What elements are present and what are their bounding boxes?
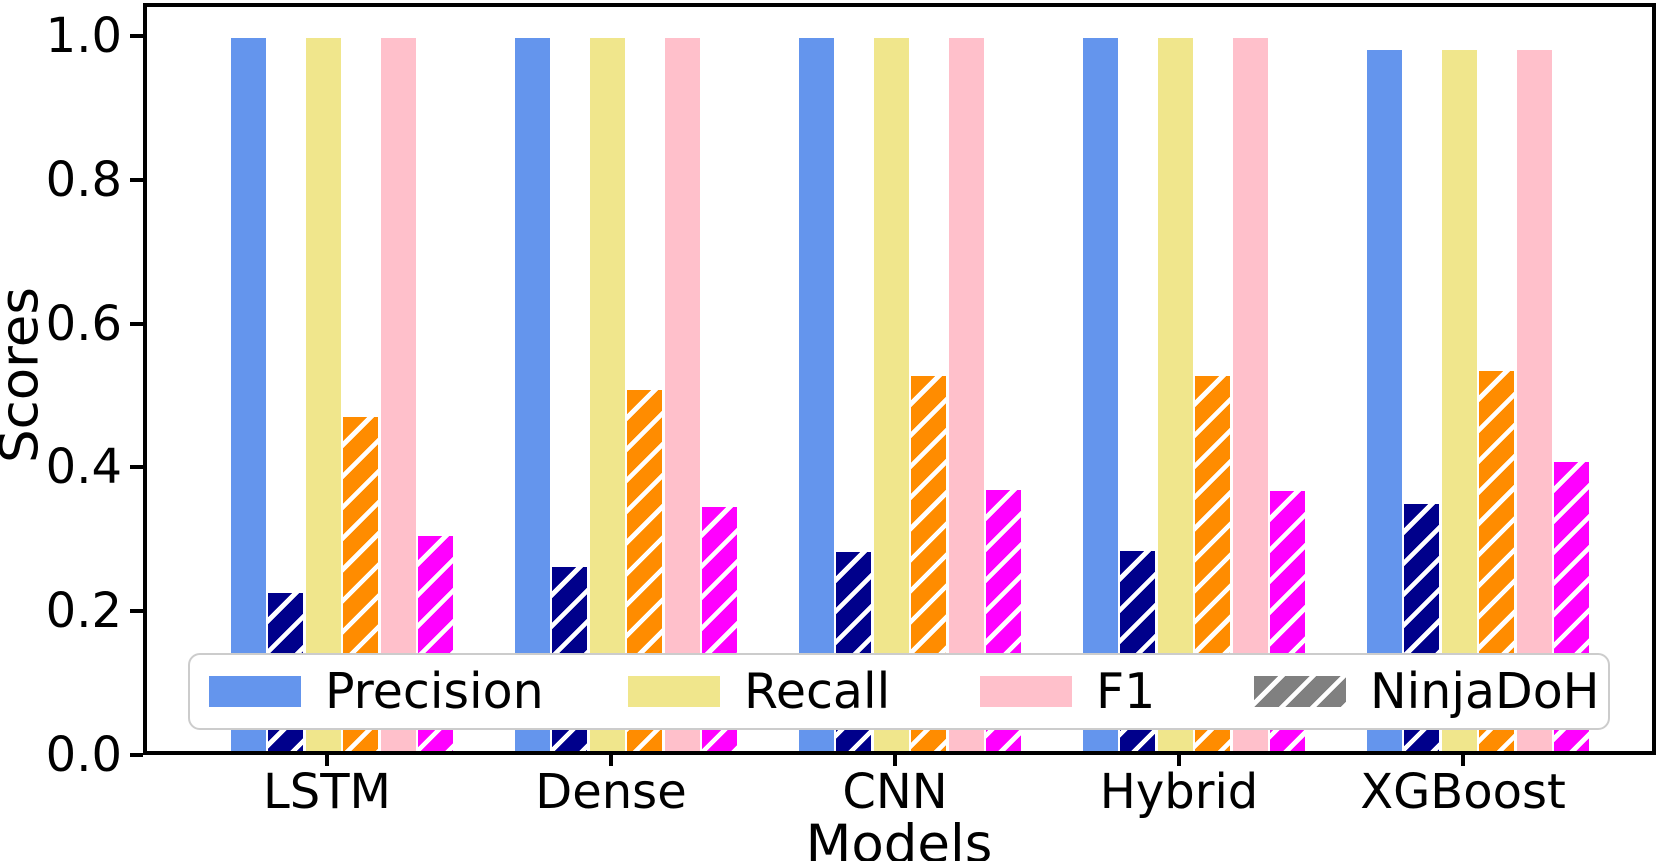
- y-tick-mark: [130, 465, 143, 470]
- x-axis-label: Models: [805, 814, 993, 861]
- legend-swatch-precision: [209, 676, 301, 707]
- bar-recall-dense: [589, 38, 625, 755]
- y-tick-label: 0.2: [45, 583, 122, 640]
- legend-label-ninjadoh: NinjaDoH: [1370, 663, 1600, 720]
- bar-recall-xgboost: [1441, 50, 1477, 755]
- bar-recall-lstm: [305, 38, 341, 755]
- x-tick-mark: [609, 755, 613, 766]
- legend-swatch-ninjadoh: [1254, 676, 1346, 707]
- y-tick-label: 0.0: [45, 727, 122, 783]
- bar-f1-dense: [664, 38, 700, 755]
- bar-f1-hybrid: [1232, 38, 1268, 755]
- bar-f1-xgboost: [1516, 50, 1552, 755]
- legend-swatch-f1: [980, 676, 1072, 707]
- y-tick-label: 0.8: [45, 151, 122, 208]
- bar-precision-lstm: [230, 38, 266, 755]
- y-tick-label: 1.0: [45, 8, 122, 64]
- legend-item-f1: F1: [980, 655, 1155, 728]
- bar-recall-hybrid: [1157, 38, 1193, 755]
- y-tick-mark: [130, 321, 143, 326]
- bar-f1-cnn: [948, 38, 984, 755]
- legend-label-f1: F1: [1096, 663, 1156, 720]
- bar-f1-lstm: [380, 38, 416, 755]
- y-tick-label: 0.6: [45, 295, 122, 352]
- x-tick-label-xgboost: XGBoost: [1360, 764, 1566, 820]
- y-tick-mark: [130, 753, 143, 757]
- bar-precision-xgboost: [1366, 50, 1402, 755]
- legend-swatch-recall: [628, 676, 720, 707]
- legend-item-precision: Precision: [209, 655, 544, 728]
- x-tick-label-lstm: LSTM: [263, 764, 391, 820]
- bar-precision-hybrid: [1082, 38, 1118, 755]
- bar-recall-cnn: [873, 38, 909, 755]
- y-tick-label: 0.4: [45, 439, 122, 496]
- y-tick-mark: [130, 34, 143, 38]
- legend-item-ninjadoh: NinjaDoH: [1254, 655, 1600, 728]
- x-tick-mark: [1461, 755, 1465, 766]
- x-tick-mark: [1177, 755, 1181, 766]
- legend: Precision Recall F1 NinjaDoH: [188, 653, 1610, 730]
- y-tick-mark: [130, 177, 143, 182]
- legend-item-recall: Recall: [628, 655, 890, 728]
- x-tick-label-dense: Dense: [535, 764, 687, 820]
- x-tick-label-cnn: CNN: [842, 764, 948, 820]
- y-tick-mark: [130, 609, 143, 614]
- x-tick-mark: [893, 755, 897, 766]
- x-tick-mark: [325, 755, 329, 766]
- bar-precision-cnn: [798, 38, 834, 755]
- x-tick-label-hybrid: Hybrid: [1099, 764, 1259, 820]
- legend-label-precision: Precision: [325, 663, 544, 720]
- legend-label-recall: Recall: [744, 663, 891, 720]
- bar-precision-dense: [514, 38, 550, 755]
